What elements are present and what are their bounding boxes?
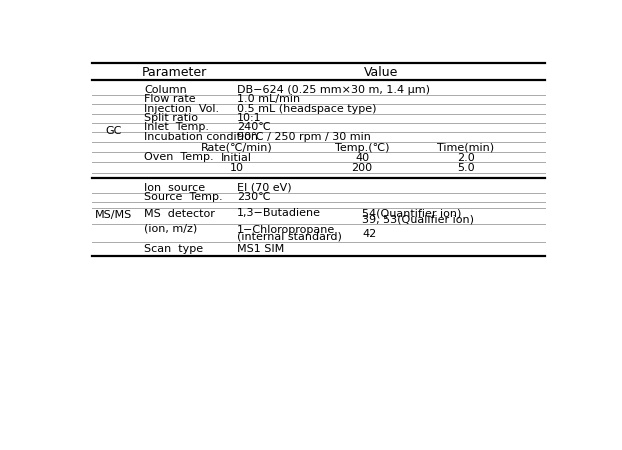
Text: Rate(℃/min): Rate(℃/min) [201,143,272,153]
Text: Column: Column [144,85,187,95]
Text: Initial: Initial [221,153,253,163]
Text: 1.0 mL/min: 1.0 mL/min [237,94,300,104]
Text: Parameter: Parameter [142,66,207,78]
Text: 42: 42 [362,229,376,238]
Text: EI (70 eV): EI (70 eV) [237,183,292,193]
Text: Incubation condition: Incubation condition [144,132,258,142]
Text: MS/MS: MS/MS [95,210,132,220]
Text: Value: Value [364,66,399,78]
Text: 1,3−Butadiene: 1,3−Butadiene [237,208,321,218]
Text: 54(Quantifier ion): 54(Quantifier ion) [362,208,462,218]
Text: Source  Temp.: Source Temp. [144,192,223,202]
Text: Split ratio: Split ratio [144,113,198,123]
Text: 2.0: 2.0 [457,153,475,163]
Text: (ion, m/z): (ion, m/z) [144,223,198,233]
Text: DB−624 (0.25 mm×30 m, 1.4 μm): DB−624 (0.25 mm×30 m, 1.4 μm) [237,85,430,95]
Text: 39, 53(Qualifier ion): 39, 53(Qualifier ion) [362,215,474,225]
Text: 0.5 mL (headspace type): 0.5 mL (headspace type) [237,104,376,114]
Text: 90℃ / 250 rpm / 30 min: 90℃ / 250 rpm / 30 min [237,132,371,142]
Text: GC: GC [106,126,122,136]
Text: Oven  Temp.: Oven Temp. [144,152,214,162]
Text: Flow rate: Flow rate [144,94,196,104]
Text: Scan  type: Scan type [144,244,203,254]
Text: 5.0: 5.0 [457,163,475,173]
Text: Inlet  Temp.: Inlet Temp. [144,122,209,132]
Text: 10:1: 10:1 [237,113,261,123]
Text: 240℃: 240℃ [237,122,271,132]
Text: Injection  Vol.: Injection Vol. [144,104,220,114]
Text: MS  detector: MS detector [144,209,215,220]
Text: MS1 SIM: MS1 SIM [237,244,284,254]
Text: 200: 200 [351,163,373,173]
Text: Ion  source: Ion source [144,183,205,193]
Text: 40: 40 [355,153,369,163]
Text: (internal standard): (internal standard) [237,232,341,242]
Text: 10: 10 [230,163,244,173]
Text: 1−Chloropropane: 1−Chloropropane [237,225,335,235]
Text: 230℃: 230℃ [237,192,271,202]
Text: Time(min): Time(min) [437,143,494,153]
Text: Temp.(℃): Temp.(℃) [335,143,389,153]
